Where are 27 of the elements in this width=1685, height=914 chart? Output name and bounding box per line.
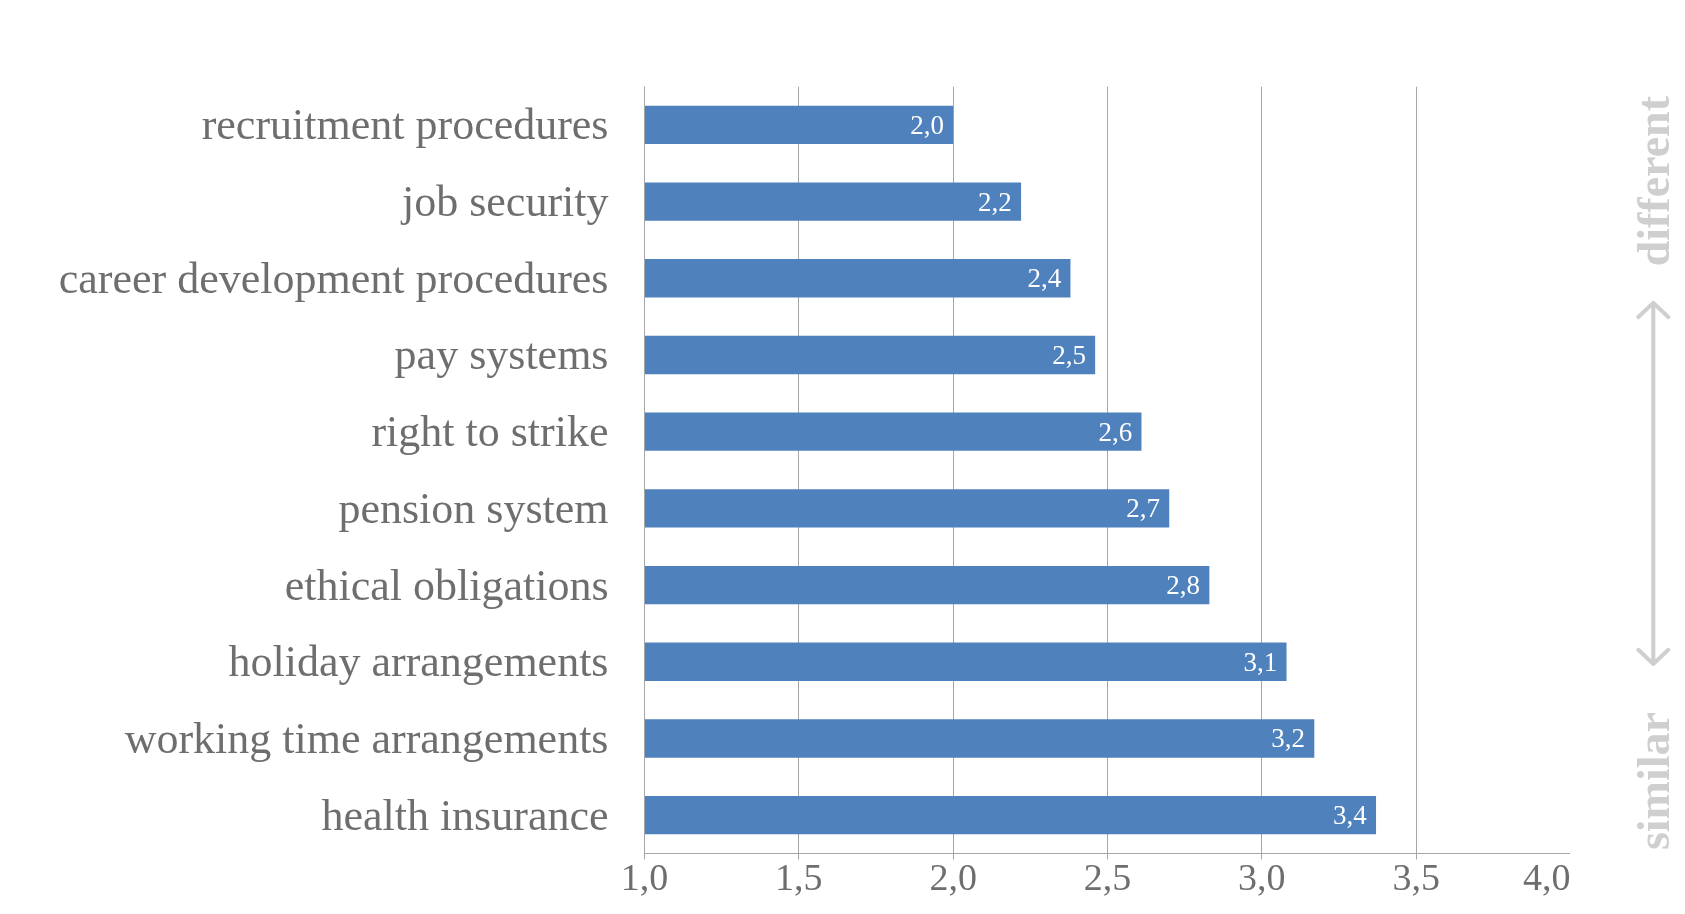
data-label: 2,8 <box>1166 570 1201 601</box>
data-label: 2,6 <box>1098 416 1133 447</box>
data-label: 3,2 <box>1271 723 1306 754</box>
x-tick-label: 4,0 <box>1523 855 1571 898</box>
data-label: 2,7 <box>1126 493 1160 524</box>
data-label: 2,0 <box>910 109 944 140</box>
y-tick-label: pension system <box>338 483 609 533</box>
x-tick-label: 1,0 <box>620 855 669 898</box>
y-tick-label: career development procedures <box>58 253 609 303</box>
data-label: 2,5 <box>1052 339 1086 370</box>
y-tick-label: pay systems <box>394 330 609 380</box>
x-tick-label: 3,5 <box>1392 855 1440 898</box>
y-tick-label: health insurance <box>321 790 609 840</box>
y-tick-label: holiday arrangements <box>228 637 609 687</box>
x-tick-label: 2,5 <box>1083 855 1132 898</box>
data-label: 2,4 <box>1027 263 1062 294</box>
y-tick-label: ethical obligations <box>284 560 609 610</box>
y-tick-label: right to strike <box>371 407 609 457</box>
y-tick-label: job security <box>399 177 609 227</box>
x-tick-label: 3,0 <box>1238 855 1286 898</box>
data-label: 3,1 <box>1243 646 1278 677</box>
x-tick-label: 1,5 <box>775 855 823 898</box>
y-tick-label: recruitment procedures <box>201 100 609 150</box>
data-label: 2,2 <box>978 186 1012 217</box>
x-tick-label: 2,0 <box>929 855 977 898</box>
data-label: 3,4 <box>1333 800 1368 831</box>
y-tick-label: working time arrangements <box>124 713 609 763</box>
